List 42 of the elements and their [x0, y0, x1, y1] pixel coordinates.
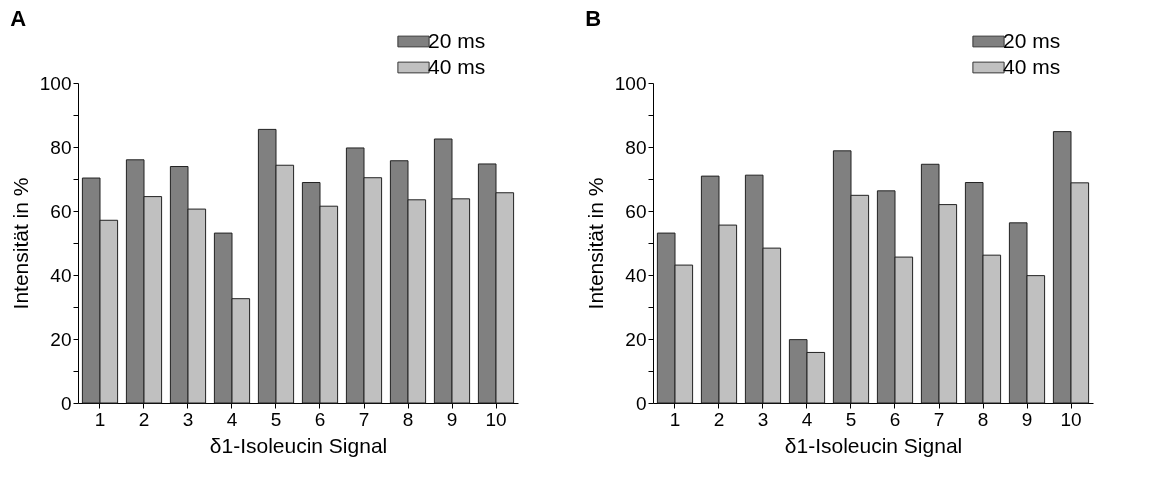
x-tick-label: 7 — [358, 408, 370, 430]
legend-label: 40 ms — [1003, 54, 1061, 78]
y-tick-label: 100 — [39, 72, 72, 94]
x-tick-label: 6 — [314, 408, 326, 430]
x-tick-label: 1 — [669, 408, 681, 430]
x-tick-label: 1 — [94, 408, 106, 430]
x-tick-label: 9 — [446, 408, 458, 430]
y-tick-label: 80 — [625, 136, 647, 158]
x-tick-label: 5 — [845, 408, 857, 430]
y-tick-label: 40 — [50, 264, 72, 286]
chart-title: B — [585, 6, 602, 31]
legend-label: 20 ms — [428, 28, 486, 52]
y-tick-label: 100 — [614, 72, 647, 94]
y-tick-label: 60 — [625, 200, 647, 222]
y-tick-label: 20 — [50, 328, 72, 350]
x-tick-label: 3 — [757, 408, 769, 430]
x-tick-label: 6 — [889, 408, 901, 430]
y-tick-label: 20 — [625, 328, 647, 350]
x-tick-label: 2 — [138, 408, 150, 430]
x-tick-label: 10 — [485, 408, 507, 430]
y-tick-label: 80 — [50, 136, 72, 158]
x-tick-label: 9 — [1021, 408, 1033, 430]
legend-label: 40 ms — [428, 54, 486, 78]
x-tick-label: 8 — [977, 408, 989, 430]
y-tick-label: 40 — [625, 264, 647, 286]
y-axis-title: Intensität in % — [583, 177, 607, 310]
x-tick-label: 5 — [270, 408, 282, 430]
x-axis-title: δ1-Isoleucin Signal — [784, 433, 963, 457]
y-tick-label: 60 — [50, 200, 72, 222]
x-tick-label: 8 — [402, 408, 414, 430]
legend-label: 20 ms — [1003, 28, 1061, 52]
x-axis-title: δ1-Isoleucin Signal — [209, 433, 388, 457]
x-tick-label: 4 — [226, 408, 238, 430]
x-tick-label: 7 — [933, 408, 945, 430]
x-tick-label: 4 — [801, 408, 813, 430]
y-axis-title: Intensität in % — [8, 177, 32, 310]
x-tick-label: 3 — [182, 408, 194, 430]
y-tick-label: 0 — [635, 392, 647, 414]
x-tick-label: 2 — [713, 408, 725, 430]
chart-title: A — [10, 6, 27, 31]
x-tick-label: 10 — [1060, 408, 1082, 430]
y-tick-label: 0 — [60, 392, 72, 414]
